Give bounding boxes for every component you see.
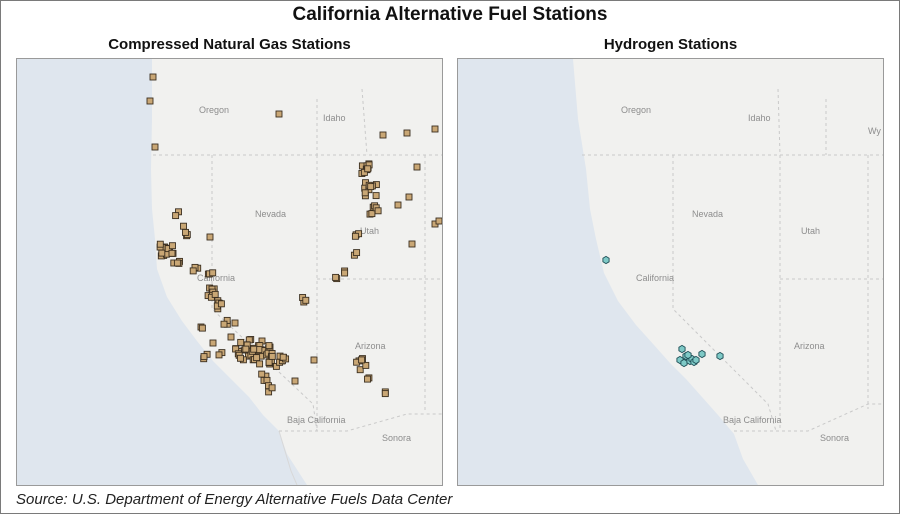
place-labels: Oregon Idaho Wy Nevada Utah California A… (621, 105, 881, 443)
hydrogen-station-marker (680, 358, 688, 368)
cng-station-marker (256, 360, 264, 368)
hydrogen-station-markers (602, 255, 724, 368)
cng-station-marker (332, 273, 340, 281)
hydrogen-station-marker (692, 355, 700, 365)
cng-station-marker (291, 377, 299, 385)
label-idaho: Idaho (323, 113, 346, 123)
cng-station-marker (268, 352, 276, 360)
cng-station-marker (158, 249, 166, 257)
label-utah: Utah (360, 226, 379, 236)
hydrogen-station-marker (716, 351, 724, 361)
cng-station-marker (394, 201, 402, 209)
label-idaho: Idaho (748, 113, 771, 123)
cng-station-marker (408, 240, 416, 248)
cng-station-marker (169, 242, 176, 250)
cng-station-marker (379, 131, 387, 139)
label-oregon: Oregon (199, 105, 229, 115)
cng-station-marker (242, 345, 250, 353)
cng-station-marker (220, 320, 228, 328)
cng-station-marker (353, 249, 361, 257)
cng-station-marker (364, 165, 372, 173)
cng-station-marker (198, 324, 206, 332)
cng-station-marker (275, 110, 283, 118)
label-oregon: Oregon (621, 105, 651, 115)
cng-station-marker (173, 259, 181, 267)
cng-station-marker (368, 210, 376, 218)
cng-station-marker (405, 193, 413, 201)
cng-station-marker (364, 375, 371, 383)
label-sonora: Sonora (820, 433, 849, 443)
hydrogen-station-marker (678, 344, 686, 354)
cng-station-marker (372, 192, 380, 200)
label-baja-california: Baja California (723, 415, 782, 425)
cng-station-marker (341, 269, 349, 277)
cng-station-marker (200, 353, 208, 361)
source-note: Source: U.S. Department of Energy Altern… (16, 491, 453, 508)
cng-station-marker (237, 338, 245, 346)
hydrogen-station-marker (698, 349, 706, 359)
cng-station-marker (209, 269, 217, 277)
cng-station-marker (227, 333, 235, 341)
label-nevada: Nevada (255, 209, 286, 219)
hydrogen-station-marker (602, 255, 610, 265)
cng-station-marker (268, 384, 276, 392)
hydrogen-map[interactable]: Oregon Idaho Wy Nevada Utah California A… (457, 58, 884, 486)
cng-station-marker (237, 354, 244, 362)
label-arizona: Arizona (794, 341, 825, 351)
label-baja-california: Baja California (287, 415, 346, 425)
cng-station-marker (172, 212, 180, 220)
cng-station-marker (211, 290, 219, 298)
figure-title: California Alternative Fuel Stations (292, 4, 608, 25)
cng-station-marker (403, 129, 411, 137)
cng-panel-title: Compressed Natural Gas Stations (108, 36, 351, 53)
cng-station-marker (310, 356, 318, 364)
label-nevada: Nevada (692, 209, 723, 219)
cng-station-marker (206, 233, 214, 241)
cng-station-marker (151, 143, 159, 151)
cng-station-marker (180, 222, 187, 230)
label-arizona: Arizona (355, 341, 386, 351)
cng-station-marker (435, 217, 442, 225)
hydrogen-panel-title: Hydrogen Stations (603, 36, 738, 53)
label-california: California (197, 273, 235, 283)
cng-station-marker (182, 228, 189, 236)
cng-station-marker (146, 97, 154, 105)
cng-station-markers (146, 73, 442, 398)
cng-station-marker (302, 296, 310, 304)
cng-station-marker (265, 358, 273, 366)
cng-station-marker (258, 370, 266, 378)
label-utah: Utah (801, 226, 820, 236)
cng-station-marker (374, 207, 382, 215)
cng-station-marker (215, 351, 223, 359)
cng-station-marker (361, 189, 369, 197)
cng-station-marker (431, 125, 439, 133)
cng-map[interactable]: Oregon Idaho Nevada Utah California Ariz… (16, 58, 443, 486)
label-california: California (636, 273, 674, 283)
cng-station-marker (358, 356, 366, 364)
cng-station-marker (149, 73, 157, 81)
cng-station-marker (156, 240, 164, 248)
label-wy: Wy (868, 126, 881, 136)
cng-station-marker (279, 353, 287, 361)
cng-station-marker (253, 354, 261, 362)
place-labels: Oregon Idaho Nevada Utah California Ariz… (197, 105, 411, 443)
cng-station-marker (168, 249, 176, 257)
cng-station-marker (356, 366, 364, 374)
cng-station-marker (217, 300, 225, 308)
cng-station-marker (351, 232, 359, 240)
cng-station-marker (381, 390, 389, 398)
cng-station-marker (413, 163, 421, 171)
cng-station-marker (367, 183, 375, 191)
cng-station-marker (189, 267, 197, 275)
cng-station-marker (231, 319, 239, 327)
cng-station-marker (362, 361, 370, 369)
cng-station-marker (265, 342, 273, 350)
basemap (573, 59, 883, 485)
label-sonora: Sonora (382, 433, 411, 443)
cng-station-marker (209, 339, 217, 347)
hydrogen-station-marker (684, 350, 692, 360)
cng-station-marker (250, 345, 258, 353)
